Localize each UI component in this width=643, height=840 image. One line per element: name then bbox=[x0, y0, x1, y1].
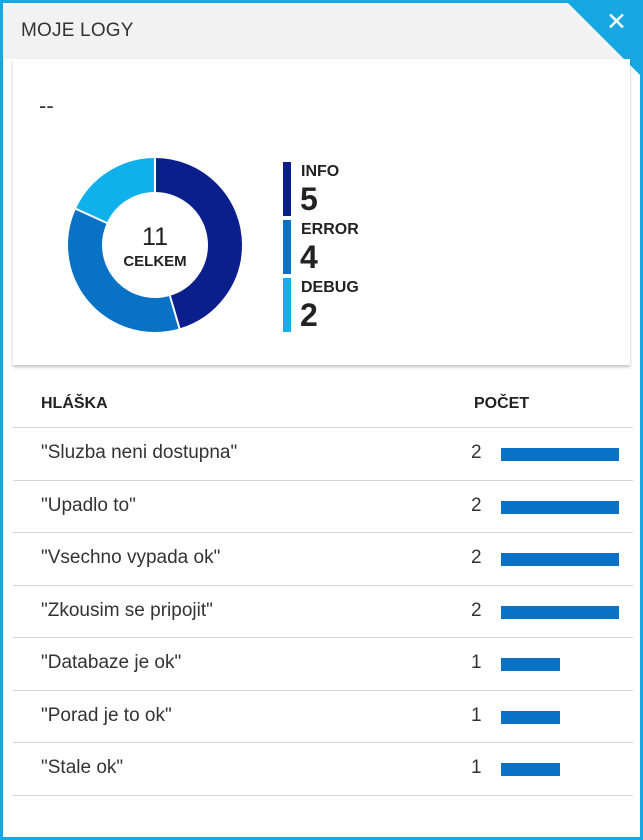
row-count-bar bbox=[501, 605, 619, 619]
table-row[interactable]: "Sluzba neni dostupna" 2 bbox=[13, 427, 633, 480]
donut-segment-error bbox=[68, 158, 242, 332]
close-button[interactable]: ✕ bbox=[565, 3, 640, 78]
row-count: 2 bbox=[471, 494, 482, 516]
row-message: "Vsechno vypada ok" bbox=[41, 547, 221, 568]
row-message: "Sluzba neni dostupna" bbox=[41, 442, 238, 463]
close-icon[interactable]: ✕ bbox=[606, 8, 627, 36]
row-count-bar bbox=[501, 710, 560, 724]
row-message: "Databaze je ok" bbox=[41, 652, 182, 673]
column-header-count: POČET bbox=[474, 395, 530, 412]
row-count-bar bbox=[501, 448, 619, 461]
legend-value: 5 bbox=[300, 181, 318, 217]
table-row[interactable]: "Porad je to ok" 1 bbox=[13, 689, 633, 743]
legend-value: 4 bbox=[300, 239, 318, 275]
table-row[interactable]: "Databaze je ok" 1 bbox=[13, 637, 633, 690]
row-count-bar bbox=[501, 658, 560, 671]
row-count: 1 bbox=[471, 757, 482, 778]
table-row[interactable]: "Upadlo to" 2 bbox=[13, 479, 633, 533]
legend-color-bar bbox=[283, 278, 291, 332]
legend-label: ERROR bbox=[301, 221, 359, 238]
row-count-bar bbox=[501, 553, 619, 566]
row-count: 1 bbox=[471, 704, 482, 726]
summary-subtitle: -- bbox=[39, 93, 54, 118]
donut-separator bbox=[74, 207, 109, 225]
donut-total: 11 bbox=[142, 223, 168, 251]
row-count-bar bbox=[501, 500, 619, 514]
row-count: 2 bbox=[471, 442, 482, 463]
row-count: 2 bbox=[471, 547, 482, 568]
row-message: "Porad je to ok" bbox=[41, 704, 172, 726]
corner-triangle bbox=[568, 3, 640, 75]
legend-label: INFO bbox=[301, 163, 340, 180]
table-row[interactable]: "Stale ok" 1 bbox=[13, 742, 633, 795]
row-message: "Zkousim se pripojit" bbox=[41, 599, 213, 621]
legend-color-bar bbox=[283, 220, 291, 274]
table-bottom-divider bbox=[13, 794, 633, 796]
row-message: "Stale ok" bbox=[41, 757, 124, 778]
row-count-bar bbox=[501, 763, 560, 776]
tile-header: MOJE LOGY bbox=[3, 3, 640, 59]
column-header-message: HLÁŠKA bbox=[41, 395, 108, 412]
legend-value: 2 bbox=[300, 297, 318, 333]
legend-label: DEBUG bbox=[301, 279, 359, 296]
summary-section: -- 11 CELKEM INFO 5 ERROR 4 DEBUG 2 bbox=[13, 59, 630, 365]
donut-separator bbox=[168, 294, 181, 330]
tile-title: MOJE LOGY bbox=[21, 20, 134, 41]
row-count: 1 bbox=[471, 652, 482, 673]
donut-caption: CELKEM bbox=[123, 253, 187, 270]
legend-color-bar bbox=[283, 162, 291, 216]
row-count: 2 bbox=[471, 599, 482, 621]
table-row[interactable]: "Zkousim se pripojit" 2 bbox=[13, 584, 633, 638]
table-row[interactable]: "Vsechno vypada ok" 2 bbox=[13, 532, 633, 585]
donut-chart bbox=[68, 157, 242, 332]
row-message: "Upadlo to" bbox=[41, 494, 136, 516]
